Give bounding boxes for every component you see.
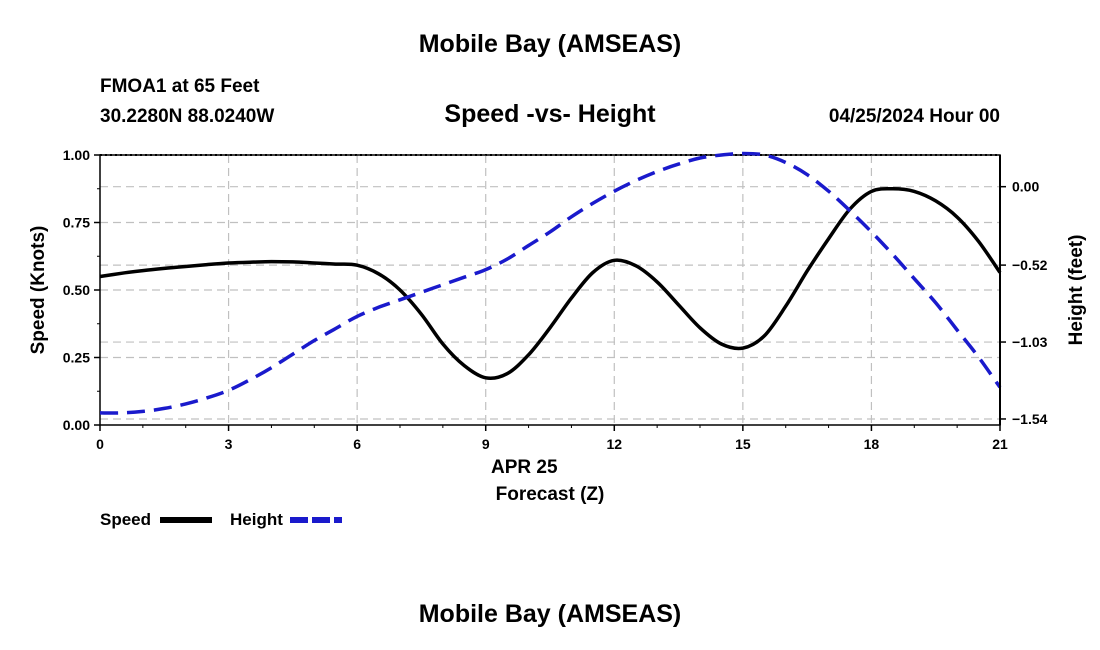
height-grid [100, 186, 1000, 420]
x-tick-label: 6 [353, 436, 361, 452]
x-tick-label: 18 [864, 436, 880, 452]
x-tick-label: 9 [482, 436, 490, 452]
x-axis-title: Forecast (Z) [496, 484, 605, 505]
height-series-line [99, 151, 1002, 415]
speed-series-line [99, 186, 1002, 380]
y-axis-title: Speed (Knots) [28, 226, 49, 355]
y2-tick-label: −1.03 [1012, 334, 1048, 350]
legend: Speed Height [100, 510, 342, 529]
x-tick-label: 12 [606, 436, 622, 452]
y-tick-label: 0.25 [63, 350, 90, 366]
y2-tick-label: −1.54 [1012, 411, 1048, 427]
x-tick-label: 15 [735, 436, 751, 452]
x-axis-date-label: APR 25 [491, 457, 558, 478]
y-tick-label: 1.00 [63, 147, 90, 163]
station-label: FMOA1 at 65 Feet [100, 76, 260, 97]
y-tick-label: 0.75 [63, 215, 90, 231]
series-layer [99, 151, 1002, 415]
y2-tick-label: 0.00 [1012, 179, 1039, 195]
y2-tick-label: −0.52 [1012, 257, 1048, 273]
bottom-axis: 0 3 6 9 12 15 18 21 [96, 425, 1008, 452]
x-tick-label: 3 [225, 436, 233, 452]
forecast-datetime: 04/25/2024 Hour 00 [828, 106, 1000, 127]
y-tick-label: 0.50 [63, 282, 90, 298]
left-axis: 0.00 0.25 0.50 0.75 1.00 [63, 147, 100, 433]
legend-speed-label: Speed [100, 510, 151, 529]
right-axis: 0.00 −0.52 −1.03 −1.54 [999, 155, 1048, 427]
x-tick-label: 21 [992, 436, 1008, 452]
y-tick-label: 0.00 [63, 417, 90, 433]
chart-subtitle: Speed -vs- Height [444, 100, 656, 128]
y2-axis-title: Height (feet) [1066, 235, 1087, 346]
x-tick-label: 0 [96, 436, 104, 452]
legend-height-label: Height [230, 510, 283, 529]
chart-main-title: Mobile Bay (AMSEAS) [418, 30, 682, 58]
coordinates-label: 30.2280N 88.0240W [100, 106, 275, 127]
footer-title: Mobile Bay (AMSEAS) [418, 600, 682, 628]
